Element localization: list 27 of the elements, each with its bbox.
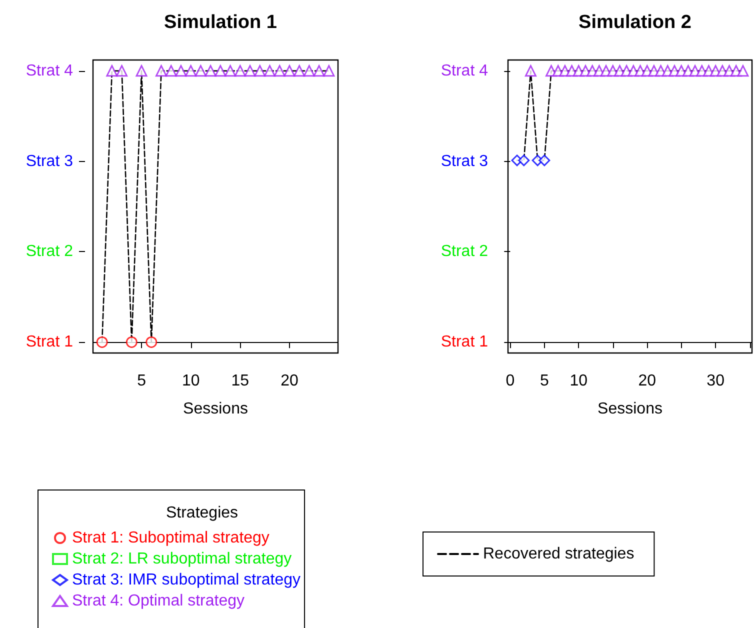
x-tick-label: 10 (182, 372, 200, 390)
category-label: Strat 3 (26, 152, 73, 170)
chart-title: Simulation 1 (164, 12, 278, 33)
x-tick-label: 10 (570, 372, 588, 390)
category-label: Strat 4 (440, 62, 488, 80)
x-tick-label: 0 (506, 372, 515, 390)
legend-label: Recovered strategies (483, 546, 634, 562)
x-tick-label: 20 (638, 372, 656, 390)
legend-label: Strat 2: LR suboptimal strategy (72, 550, 292, 568)
legend-label: Strat 4: Optimal strategy (72, 592, 245, 610)
category-label: Strat 4 (26, 62, 73, 80)
category-label: Strat 2 (26, 243, 73, 260)
x-tick-label: 30 (706, 372, 725, 390)
x-tick-label: 5 (137, 372, 146, 390)
x-tick-label: 20 (280, 372, 298, 390)
legend-label: Strat 3: IMR suboptimal strategy (72, 572, 301, 588)
x-axis-title: Sessions (183, 400, 248, 418)
legend-title: Strategies (166, 504, 238, 522)
x-tick-label: 15 (231, 372, 250, 390)
x-tick-label: 5 (540, 372, 549, 390)
category-label: Strat 1 (440, 334, 488, 351)
chart-title: Simulation 2 (578, 12, 692, 33)
category-label: Strat 1 (26, 334, 73, 351)
category-label: Strat 2 (440, 243, 488, 260)
legend-label: Strat 1: Suboptimal strategy (72, 530, 270, 546)
x-axis-title: Sessions (598, 400, 662, 418)
category-label: Strat 3 (440, 152, 488, 170)
